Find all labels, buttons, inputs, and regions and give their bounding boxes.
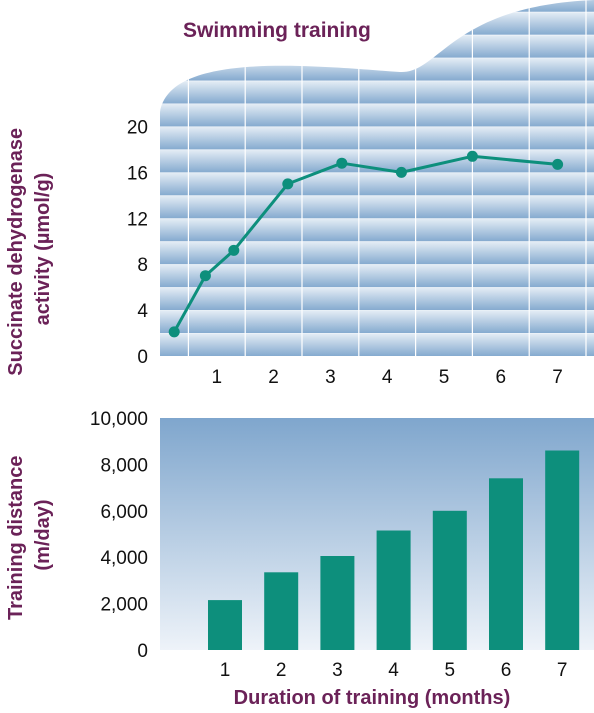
bottom-y-tick-label: 4,000 bbox=[100, 548, 148, 569]
bar bbox=[208, 600, 242, 650]
top-x-tick-label: 4 bbox=[382, 367, 393, 388]
gradient-band bbox=[160, 264, 594, 288]
bottom-y-axis-label-line-1: Training distance bbox=[5, 456, 27, 620]
bar bbox=[545, 450, 580, 650]
top-y-tick-label: 16 bbox=[127, 163, 148, 184]
top-x-tick-label: 6 bbox=[496, 367, 507, 388]
bar bbox=[376, 530, 411, 650]
top-x-tick-label: 7 bbox=[552, 367, 563, 388]
top-y-tick-label: 12 bbox=[127, 209, 148, 230]
bottom-y-tick-label: 8,000 bbox=[100, 455, 148, 476]
bottom-y-axis-label: Training distance (m/day) bbox=[5, 450, 54, 620]
line-chart-background bbox=[160, 0, 594, 356]
bottom-y-tick-label: 0 bbox=[137, 641, 148, 662]
bar bbox=[264, 572, 299, 650]
data-point bbox=[282, 178, 294, 190]
data-point bbox=[168, 326, 180, 338]
gradient-band bbox=[160, 241, 594, 265]
data-point bbox=[395, 166, 407, 178]
top-x-tick-label: 5 bbox=[439, 367, 450, 388]
gradient-band bbox=[160, 103, 594, 127]
bar bbox=[432, 510, 467, 650]
bottom-y-tick-label: 10,000 bbox=[90, 409, 148, 430]
top-y-tick-label: 20 bbox=[127, 118, 148, 139]
top-y-tick-label: 4 bbox=[137, 301, 148, 322]
series-line bbox=[172, 154, 558, 333]
top-x-tick-label: 2 bbox=[268, 367, 279, 388]
data-point bbox=[552, 158, 564, 170]
gradient-band bbox=[160, 287, 594, 311]
top-x-tick-label: 3 bbox=[325, 367, 336, 388]
gradient-band bbox=[160, 149, 594, 173]
gradient-band bbox=[160, 126, 594, 150]
data-point bbox=[228, 244, 240, 256]
bottom-y-tick-label: 2,000 bbox=[100, 595, 148, 616]
bottom-x-tick-label: 1 bbox=[220, 660, 231, 681]
top-y-axis-label-line-2: activity (µmol/g) bbox=[32, 173, 54, 326]
bottom-y-axis-label-line-2: (m/day) bbox=[32, 499, 54, 570]
gradient-band bbox=[160, 195, 594, 219]
top-y-tick-label: 0 bbox=[137, 347, 148, 368]
bar-chart-panel: 0 2,000 4,000 6,000 8,000 10,000 1 2 3 4 5 6 7 Trai… bbox=[5, 409, 594, 709]
chart-title: Swimming training bbox=[183, 19, 371, 42]
gradient-band bbox=[160, 172, 594, 196]
bottom-x-tick-label: 2 bbox=[276, 660, 287, 681]
x-axis-label: Duration of training (months) bbox=[234, 687, 511, 709]
bottom-x-tick-label: 6 bbox=[501, 660, 512, 681]
bar bbox=[489, 478, 523, 650]
data-point bbox=[336, 157, 348, 169]
bottom-x-tick-label: 7 bbox=[557, 660, 568, 681]
bottom-y-tick-label: 6,000 bbox=[100, 502, 148, 523]
gradient-band bbox=[160, 333, 594, 356]
top-y-axis-label: Succinate dehydrogenase activity (µmol/g… bbox=[5, 122, 54, 375]
top-y-axis-label-line-1: Succinate dehydrogenase bbox=[5, 128, 27, 376]
bottom-x-tick-label: 4 bbox=[388, 660, 399, 681]
data-point bbox=[466, 150, 478, 162]
data-point bbox=[199, 270, 211, 282]
bottom-x-tick-label: 3 bbox=[332, 660, 343, 681]
top-y-tick-label: 8 bbox=[137, 255, 148, 276]
gradient-band bbox=[160, 218, 594, 242]
gradient-band bbox=[160, 310, 594, 334]
top-x-tick-label: 1 bbox=[212, 367, 223, 388]
gradient-band bbox=[160, 80, 594, 104]
bar bbox=[320, 556, 355, 650]
bottom-x-tick-label: 5 bbox=[445, 660, 456, 681]
